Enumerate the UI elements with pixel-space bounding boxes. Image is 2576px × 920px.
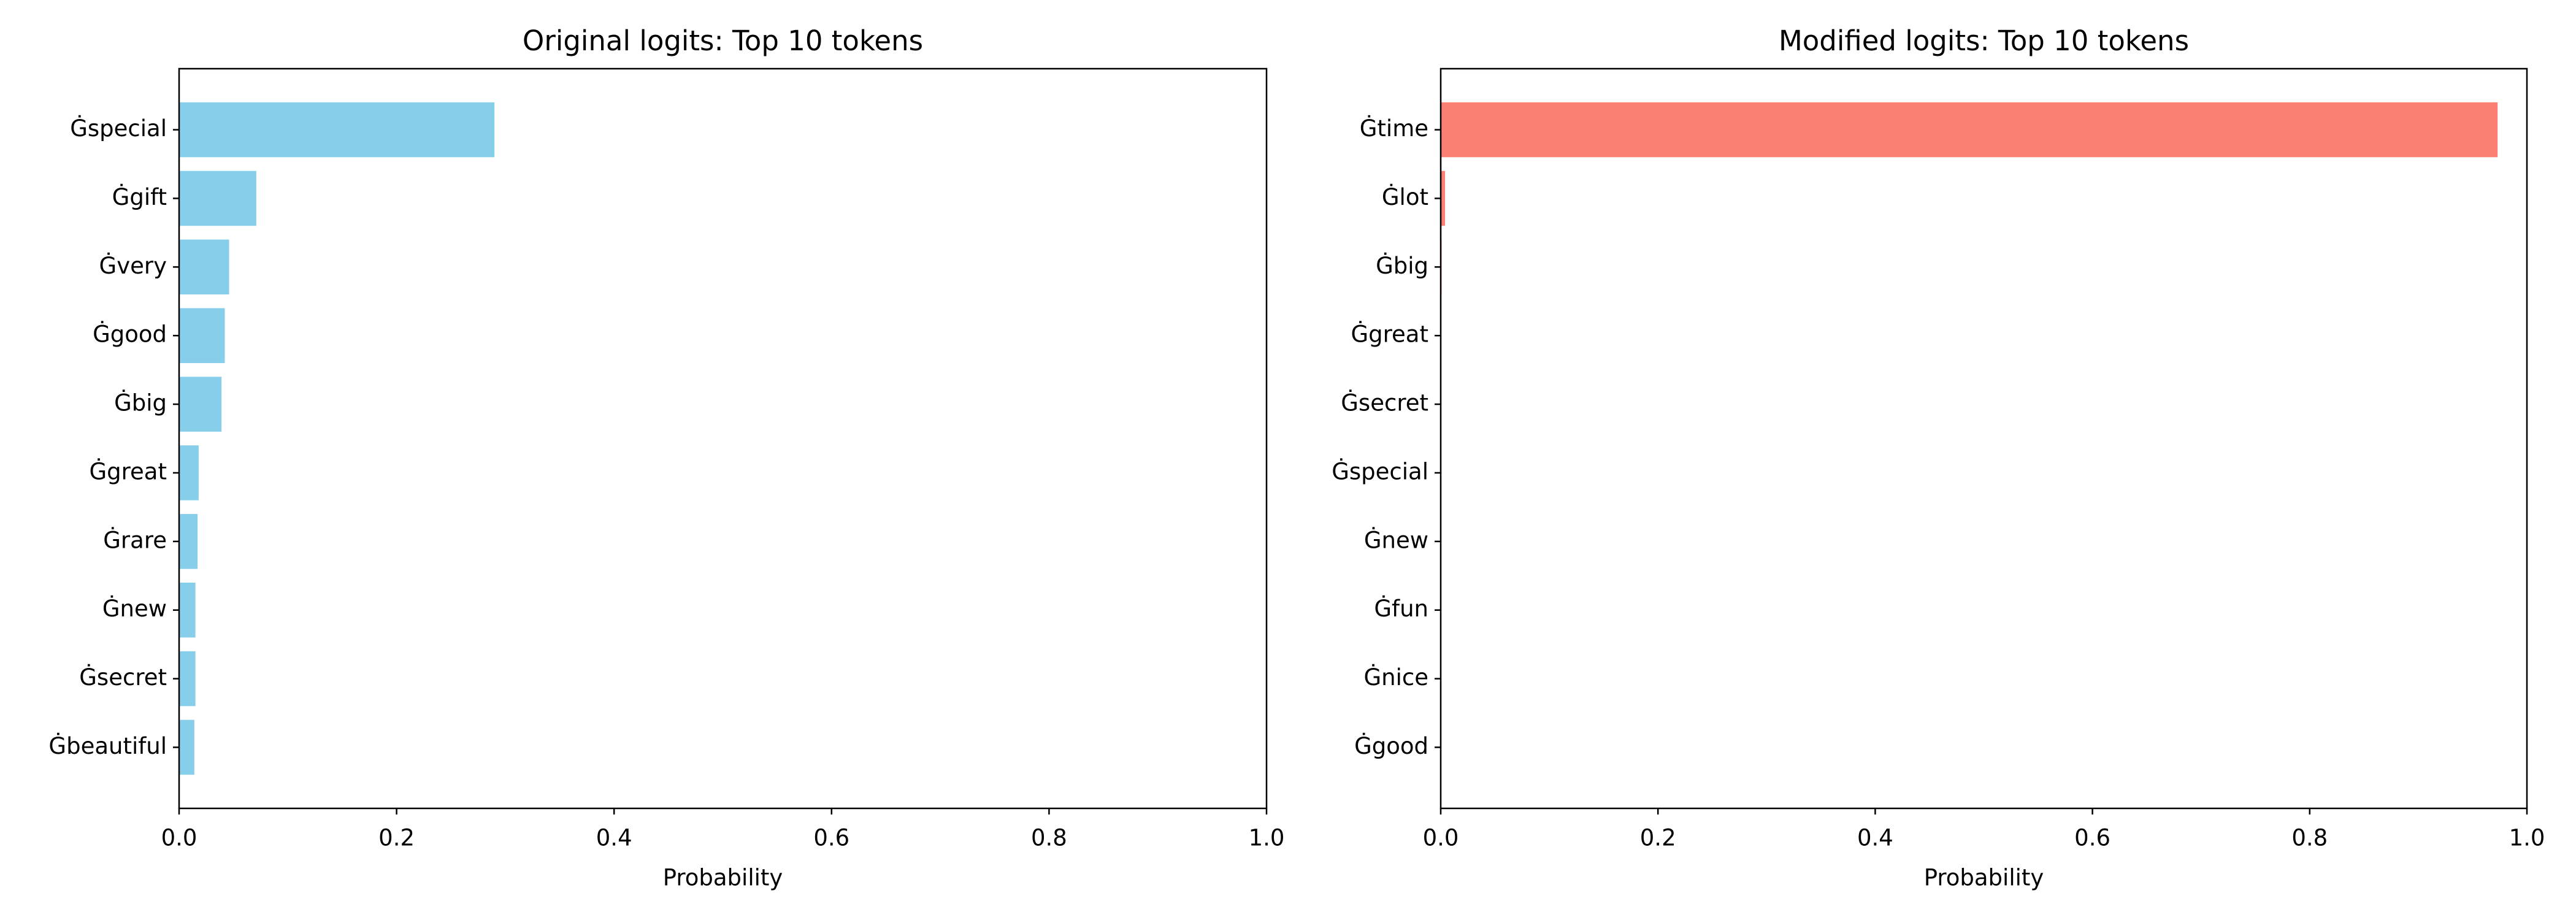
chart-title: Original logits: Top 10 tokens: [523, 25, 923, 57]
x-axis-label: Probability: [663, 865, 783, 891]
y-tick-label: Ġtime: [1360, 115, 1428, 142]
x-tick-label: 1.0: [1249, 825, 1285, 851]
axes-frame: [1439, 67, 2528, 810]
y-tick-label: Ġnew: [1364, 527, 1428, 553]
bar: [1441, 171, 1446, 226]
bar: [179, 377, 222, 432]
y-tick-label: Ġsecret: [1341, 390, 1428, 416]
y-tick-label: Ġnew: [102, 596, 167, 622]
y-tick-label: Ġbig: [1376, 253, 1428, 279]
x-tick-label: 0.6: [813, 825, 849, 851]
y-tick-label: Ġlot: [1382, 184, 1428, 210]
x-tick-label: 0.2: [378, 825, 415, 851]
bar: [1441, 102, 2498, 158]
bar: [179, 239, 229, 295]
bar: [179, 445, 199, 500]
bar: [179, 514, 198, 569]
y-tick-label: Ġgood: [1354, 733, 1428, 759]
y-tick-label: Ġspecial: [70, 115, 167, 142]
y-tick-label: Ġgift: [112, 184, 167, 210]
y-tick-label: Ġgood: [93, 321, 167, 348]
bar: [179, 308, 225, 363]
y-tick-label: Ġspecial: [1332, 458, 1428, 485]
bar: [179, 582, 196, 638]
y-tick-label: Ġsecret: [79, 664, 167, 691]
y-tick-label: Ġvery: [99, 253, 167, 279]
x-tick-label: 0.8: [2291, 825, 2328, 851]
y-tick-label: Ġbeautiful: [48, 733, 167, 759]
bar: [179, 719, 194, 775]
y-tick-label: Ġgreat: [1351, 321, 1428, 348]
y-tick-label: Ġfun: [1374, 596, 1428, 622]
axes-frame: [178, 67, 1268, 810]
x-axis-label: Probability: [1924, 865, 2044, 891]
y-tick-label: Ġrare: [103, 527, 167, 553]
bar: [179, 102, 495, 158]
x-tick-label: 0.4: [596, 825, 632, 851]
x-tick-label: 0.2: [1640, 825, 1676, 851]
y-tick-label: Ġgreat: [89, 458, 167, 485]
x-tick-label: 0.6: [2074, 825, 2110, 851]
bar: [179, 171, 256, 226]
x-tick-label: 0.8: [1031, 825, 1067, 851]
x-tick-label: 0.0: [161, 825, 197, 851]
x-tick-label: 0.4: [1857, 825, 1893, 851]
x-tick-label: 0.0: [1423, 825, 1459, 851]
bar: [179, 651, 196, 707]
x-tick-label: 1.0: [2509, 825, 2545, 851]
y-tick-label: Ġbig: [114, 390, 167, 416]
chart-title: Modified logits: Top 10 tokens: [1779, 25, 2189, 57]
y-tick-label: Ġnice: [1363, 664, 1428, 691]
